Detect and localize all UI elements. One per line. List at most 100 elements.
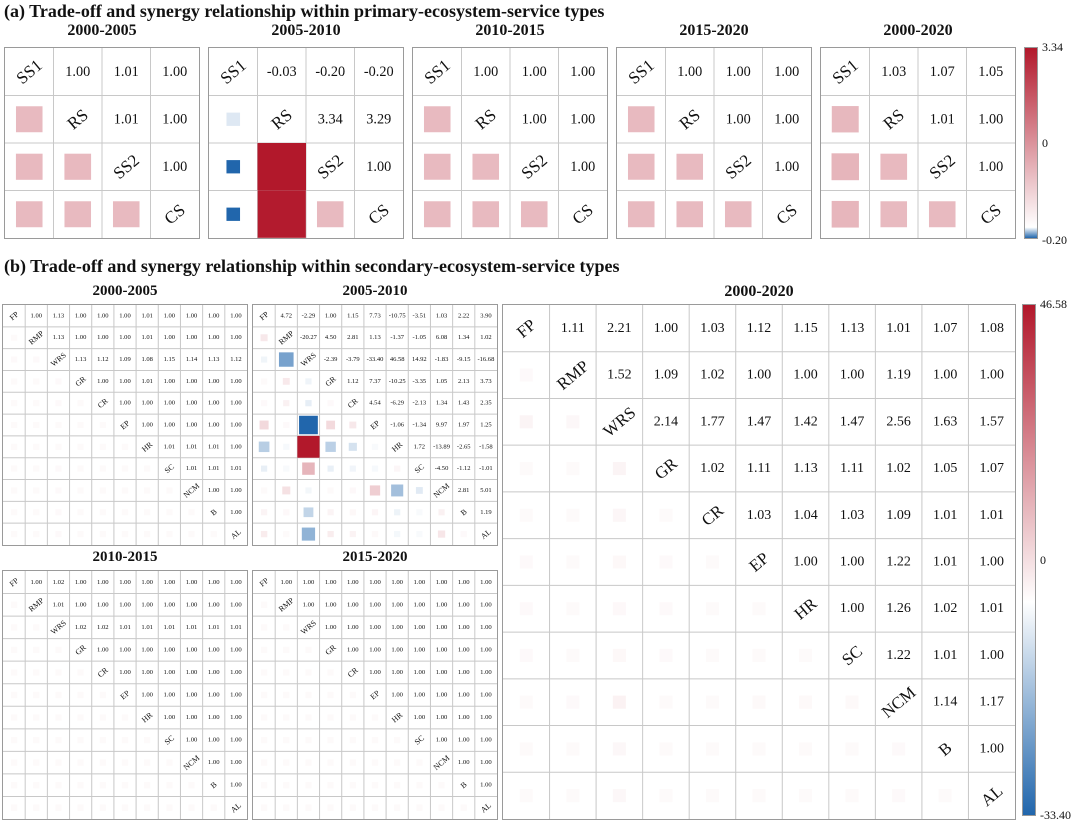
value-square [55, 465, 62, 472]
value-square [112, 201, 140, 228]
diag-label-ss2: SS2 [314, 151, 347, 183]
value-label: 1.01 [208, 465, 219, 472]
value-label: -3.51 [413, 312, 427, 319]
value-label: 1.00 [97, 646, 109, 653]
panel-title-a2: 2005-2010 [271, 22, 341, 39]
value-square [10, 487, 18, 494]
value-label: 7.73 [369, 312, 381, 319]
value-label: 1.52 [607, 368, 631, 383]
value-label: 1.47 [840, 414, 864, 429]
value-square [10, 804, 18, 811]
diag-label-wrs: WRS [49, 351, 68, 369]
value-label: 1.05 [436, 378, 448, 385]
diag-label-rmp: RMP [27, 329, 46, 347]
value-square [659, 648, 673, 662]
value-label: 1.00 [414, 624, 426, 631]
value-label: 1.00 [164, 334, 176, 341]
value-label: 1.00 [414, 714, 426, 721]
value-label: 1.01 [933, 648, 957, 663]
value-label: 1.00 [186, 400, 198, 407]
value-square [99, 443, 106, 450]
heatmap-svg-3: SS1 1.00 1.00 1.00 RS 1.00 1.00 SS2 1.00 CS [617, 48, 811, 238]
value-label: 1.00 [230, 714, 242, 721]
value-label: 1.01 [186, 624, 198, 631]
value-square [33, 804, 40, 811]
value-square [928, 201, 956, 228]
value-square [437, 530, 446, 538]
diag-label-ncm: NCM [432, 481, 451, 499]
value-square [423, 201, 451, 228]
value-square [121, 759, 129, 766]
diag-label-fp: FP [8, 309, 21, 322]
panel-title-b4: 2015-2020 [342, 549, 408, 565]
value-square [188, 804, 195, 811]
value-square [260, 334, 268, 342]
value-label: 1.00 [208, 646, 220, 653]
value-square [519, 368, 533, 382]
value-square [10, 736, 18, 744]
diag-label-gr: GR [74, 642, 89, 656]
value-label: 1.00 [164, 692, 176, 699]
value-label: 1.00 [414, 692, 426, 699]
diag-label-rmp: RMP [553, 356, 592, 393]
value-label: 1.00 [677, 64, 702, 80]
value-square [55, 646, 62, 654]
value-label: 1.00 [840, 601, 864, 616]
matrix-a5: SS1 1.03 1.07 1.05 RS 1.01 1.00 SS2 1.00 CS [820, 47, 1016, 239]
value-square [752, 602, 766, 616]
value-label: 1.13 [793, 461, 817, 476]
value-label: 1.01 [980, 601, 1004, 616]
value-label: 1.01 [933, 555, 957, 570]
value-label: 3.34 [318, 111, 343, 127]
heatmap-svg-5: FP 1.00 1.13 1.00 1.00 1.00 1.01 1.00 1.00 1.00 1.… [3, 305, 247, 545]
value-label: 1.01 [186, 465, 197, 472]
value-square [519, 508, 533, 522]
diag-label-ss2: SS2 [518, 151, 551, 183]
value-label: 1.00 [726, 111, 751, 127]
value-square [99, 736, 106, 744]
value-label: 1.00 [774, 159, 799, 175]
value-label: 1.00 [436, 669, 448, 676]
heatmap-svg-1: SS1 -0.03 -0.20 -0.20 RS 3.34 3.29 SS2 1.00 CS [209, 48, 403, 238]
diag-label-fp: FP [258, 576, 271, 589]
value-square [260, 714, 268, 721]
value-label: 1.00 [980, 368, 1004, 383]
value-label: 1.00 [31, 312, 43, 319]
value-square [144, 804, 151, 811]
value-square [10, 714, 18, 721]
value-label: 1.00 [347, 579, 359, 586]
value-square [880, 153, 908, 180]
value-square [99, 487, 106, 494]
value-label: 1.00 [230, 443, 242, 450]
value-label: 1.02 [97, 624, 109, 631]
value-label: 1.01 [208, 624, 220, 631]
value-label: 1.22 [886, 555, 910, 570]
value-square [349, 421, 357, 429]
value-label: 1.00 [208, 579, 220, 586]
diag-label-ss1: SS1 [625, 56, 658, 88]
value-square [705, 742, 719, 756]
value-label: 1.02 [700, 461, 724, 476]
value-square [612, 508, 626, 522]
value-square [566, 415, 580, 429]
value-square [612, 462, 626, 476]
diag-label-sc: SC [413, 462, 426, 475]
value-square [77, 443, 84, 450]
value-square [10, 782, 18, 789]
value-square [166, 509, 173, 516]
value-square [33, 782, 40, 789]
value-label: 1.00 [208, 737, 220, 744]
value-label: 1.00 [141, 669, 153, 676]
matrix-b5: FP 1.11 2.21 1.00 1.03 1.12 1.15 1.13 1.01 1.07 1.… [502, 304, 1016, 820]
value-square [188, 509, 195, 516]
diag-label-cr: CR [346, 396, 360, 410]
value-square [676, 153, 704, 180]
value-square [283, 400, 290, 407]
diag-label-hr: HR [140, 439, 155, 453]
diag-label-cr: CR [96, 665, 110, 679]
value-label: 1.00 [186, 378, 198, 385]
value-label: 1.00 [230, 422, 242, 429]
value-label: 1.15 [793, 321, 817, 336]
diag-label-gr: GR [651, 453, 682, 483]
value-square [327, 509, 334, 516]
